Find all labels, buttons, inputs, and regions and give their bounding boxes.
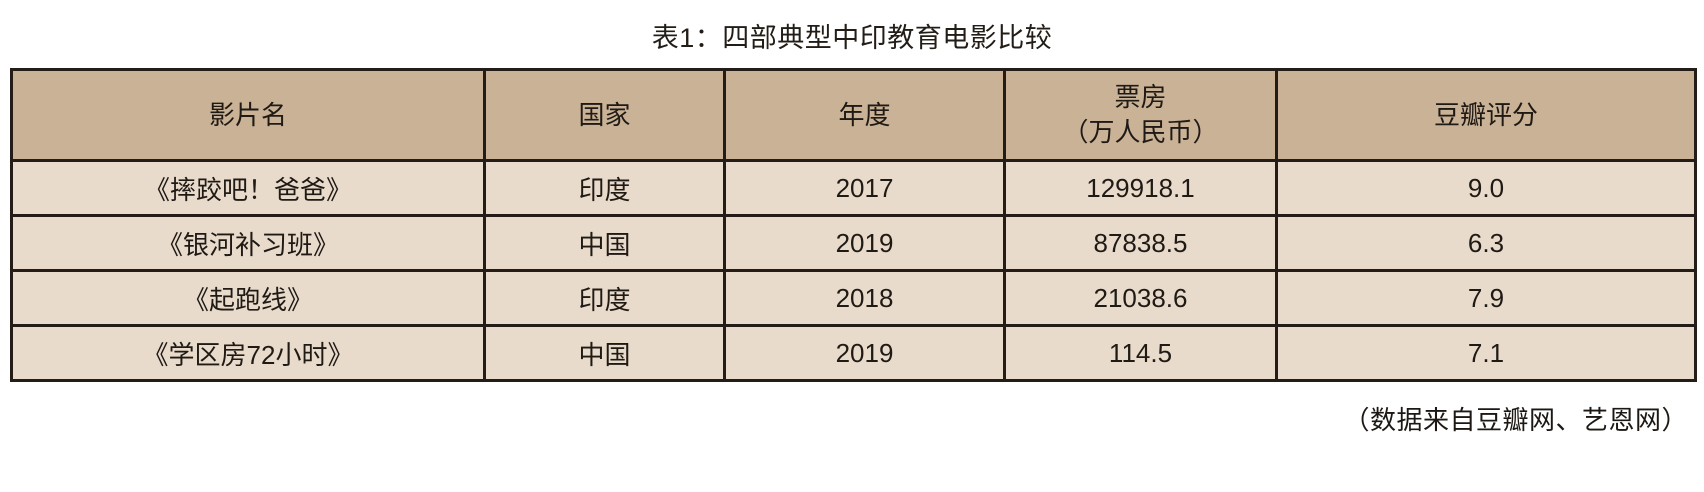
cell-film: 《学区房72小时》: [10, 324, 486, 382]
cell-boxoffice: 21038.6: [1003, 269, 1278, 327]
source-note: （数据来自豆瓣网、艺恩网）: [1343, 406, 1688, 435]
column-header-boxoffice: 票房 （万人民币）: [1003, 68, 1278, 162]
column-header-country: 国家: [483, 68, 726, 162]
column-header-year: 年度: [723, 68, 1006, 162]
cell-film: 《起跑线》: [10, 269, 486, 327]
table-header: 影片名 国家 年度 票房 （万人民币） 豆瓣评分: [10, 68, 1697, 162]
cell-score: 7.9: [1275, 269, 1697, 327]
cell-country: 印度: [483, 159, 726, 217]
table-row: 《学区房72小时》 中国 2019 114.5 7.1: [10, 324, 1697, 382]
table-body: 《摔跤吧！爸爸》 印度 2017 129918.1 9.0 《银河补习班》 中国…: [10, 159, 1697, 382]
cell-boxoffice: 87838.5: [1003, 214, 1278, 272]
cell-score: 6.3: [1275, 214, 1697, 272]
column-header-film: 影片名: [10, 68, 486, 162]
column-header-country-label: 国家: [578, 99, 631, 130]
cell-score: 7.1: [1275, 324, 1697, 382]
film-comparison-table: 影片名 国家 年度 票房 （万人民币） 豆瓣评分: [10, 68, 1697, 382]
cell-country: 印度: [483, 269, 726, 327]
table-header-row: 影片名 国家 年度 票房 （万人民币） 豆瓣评分: [10, 68, 1697, 162]
column-header-boxoffice-unit: （万人民币）: [1062, 117, 1219, 147]
table-row: 《起跑线》 印度 2018 21038.6 7.9: [10, 269, 1697, 327]
column-header-score: 豆瓣评分: [1275, 68, 1697, 162]
column-header-year-label: 年度: [838, 99, 891, 130]
cell-boxoffice: 114.5: [1003, 324, 1278, 382]
comparison-table-container: 影片名 国家 年度 票房 （万人民币） 豆瓣评分: [10, 68, 1697, 382]
cell-year: 2019: [723, 214, 1006, 272]
cell-boxoffice: 129918.1: [1003, 159, 1278, 217]
cell-film: 《摔跤吧！爸爸》: [10, 159, 486, 217]
table-row: 《摔跤吧！爸爸》 印度 2017 129918.1 9.0: [10, 159, 1697, 217]
cell-year: 2017: [723, 159, 1006, 217]
cell-country: 中国: [483, 214, 726, 272]
column-header-boxoffice-label: 票房: [1114, 82, 1167, 113]
cell-year: 2018: [723, 269, 1006, 327]
column-header-film-label: 影片名: [208, 99, 287, 130]
table-row: 《银河补习班》 中国 2019 87838.5 6.3: [10, 214, 1697, 272]
page-title: 表1：四部典型中印教育电影比较: [651, 23, 1053, 53]
cell-score: 9.0: [1275, 159, 1697, 217]
cell-year: 2019: [723, 324, 1006, 382]
cell-country: 中国: [483, 324, 726, 382]
column-header-score-label: 豆瓣评分: [1433, 99, 1538, 130]
cell-film: 《银河补习班》: [10, 214, 486, 272]
